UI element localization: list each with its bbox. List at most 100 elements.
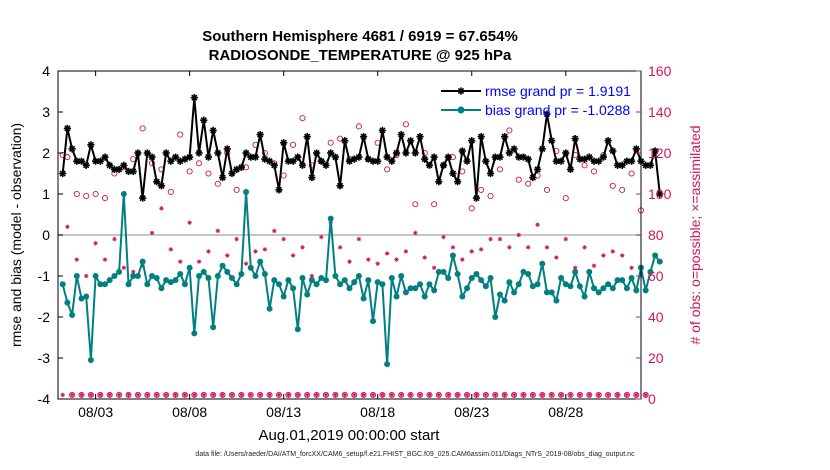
- obs-assimilated-point: [394, 257, 399, 262]
- bias-point: [313, 281, 320, 288]
- obs-assimilated-point: [587, 392, 592, 398]
- obs-assimilated-point: [516, 232, 521, 238]
- rmse-point: [383, 153, 391, 161]
- x-tick-label: 08/28: [548, 404, 583, 420]
- rmse-point: [270, 161, 278, 169]
- obs-assimilated-point: [79, 392, 84, 398]
- rmse-point: [627, 157, 636, 165]
- obs-assimilated-point: [535, 222, 540, 227]
- rmse-point: [303, 133, 311, 141]
- rmse-point: [604, 137, 612, 145]
- obs-assimilated-point: [634, 392, 639, 398]
- obs-possible-point: [332, 391, 339, 398]
- y-tick-label: -4: [38, 391, 51, 407]
- obs-possible-point: [97, 391, 104, 398]
- obs-assimilated-point: [450, 245, 456, 250]
- bias-point: [492, 314, 499, 320]
- obs-assimilated-point: [267, 392, 272, 398]
- rmse-point: [529, 174, 537, 182]
- obs-assimilated-point: [464, 392, 470, 398]
- obs-possible-point: [83, 192, 90, 200]
- obs-assimilated-point: [253, 249, 258, 254]
- obs-assimilated-point: [98, 392, 103, 398]
- bias-point: [586, 268, 593, 275]
- obs-possible-point: [562, 195, 569, 202]
- x-tick-label: 08/23: [454, 404, 489, 420]
- obs-assimilated-point: [483, 392, 489, 398]
- obs-assimilated-point: [178, 259, 183, 264]
- obs-possible-point: [492, 391, 499, 398]
- obs-assimilated-point: [201, 392, 206, 398]
- y-tick-label: -1: [38, 268, 51, 284]
- rmse-point: [139, 194, 147, 202]
- obs-possible-point: [172, 391, 179, 398]
- rmse-point: [378, 126, 387, 135]
- rmse-point: [590, 157, 598, 165]
- legend-bias-label: bias grand pr = -1.0288: [485, 102, 630, 118]
- rmse-point: [218, 174, 227, 182]
- bias-point: [656, 258, 663, 265]
- bias-point: [69, 311, 76, 318]
- bias-point: [294, 326, 301, 333]
- obs-possible-point: [435, 391, 442, 398]
- obs-assimilated-point: [511, 392, 517, 398]
- bias-point: [191, 330, 198, 337]
- rmse-point: [327, 149, 335, 157]
- obs-assimilated-point: [525, 245, 531, 250]
- obs-assimilated-point: [521, 392, 526, 398]
- bias-point: [341, 277, 348, 284]
- bias-point: [431, 287, 438, 294]
- obs-possible-point: [605, 391, 612, 398]
- bias-point: [652, 252, 659, 259]
- obs-assimilated-point: [610, 249, 615, 254]
- obs-possible-point: [482, 391, 489, 398]
- rmse-point: [106, 161, 114, 169]
- rmse-point: [341, 137, 349, 145]
- obs-assimilated-point: [568, 392, 573, 398]
- obs-possible-point: [101, 195, 109, 202]
- bias-point: [590, 285, 597, 292]
- bias-point: [558, 275, 565, 282]
- obs-assimilated-point: [347, 259, 352, 264]
- obs-assimilated-point: [295, 392, 300, 398]
- rmse-point: [77, 157, 86, 165]
- obs-assimilated-point: [112, 236, 117, 242]
- rmse-point: [143, 149, 151, 157]
- bias-point: [393, 293, 400, 300]
- obs-assimilated-point: [243, 261, 249, 266]
- bias-point: [534, 281, 541, 288]
- bias-point: [106, 277, 113, 284]
- bias-point: [454, 270, 461, 277]
- rmse-point: [486, 169, 495, 178]
- bias-point: [59, 281, 66, 288]
- obs-possible-point: [78, 391, 85, 398]
- obs-assimilated-point: [262, 247, 268, 252]
- rmse-point: [585, 153, 593, 161]
- rmse-point: [115, 165, 123, 173]
- rmse-point: [421, 155, 429, 163]
- bias-point: [464, 285, 471, 292]
- rmse-point: [251, 153, 260, 161]
- bias-point: [224, 268, 231, 275]
- obs-possible-point: [69, 391, 76, 398]
- rmse-point: [458, 147, 466, 155]
- bias-point: [351, 279, 358, 286]
- rmse-point: [538, 145, 546, 153]
- rmse-point: [411, 149, 419, 157]
- obs-possible-point: [525, 180, 532, 187]
- y2-tick-label: 20: [648, 350, 664, 366]
- obs-possible-point: [275, 391, 283, 398]
- obs-possible-point: [642, 391, 649, 398]
- obs-assimilated-point: [370, 392, 376, 398]
- obs-possible-point: [586, 391, 593, 398]
- obs-possible-point: [529, 391, 536, 398]
- obs-assimilated-point: [605, 392, 611, 398]
- rmse-point: [298, 161, 307, 169]
- legend: rmse grand pr = 1.9191 bias grand pr = -1…: [441, 83, 631, 118]
- obs-assimilated-point: [145, 392, 150, 398]
- obs-possible-point: [548, 391, 555, 398]
- obs-assimilated-point: [413, 230, 418, 236]
- bias-point: [370, 318, 377, 325]
- bias-point: [243, 188, 250, 195]
- obs-possible-point: [195, 160, 203, 167]
